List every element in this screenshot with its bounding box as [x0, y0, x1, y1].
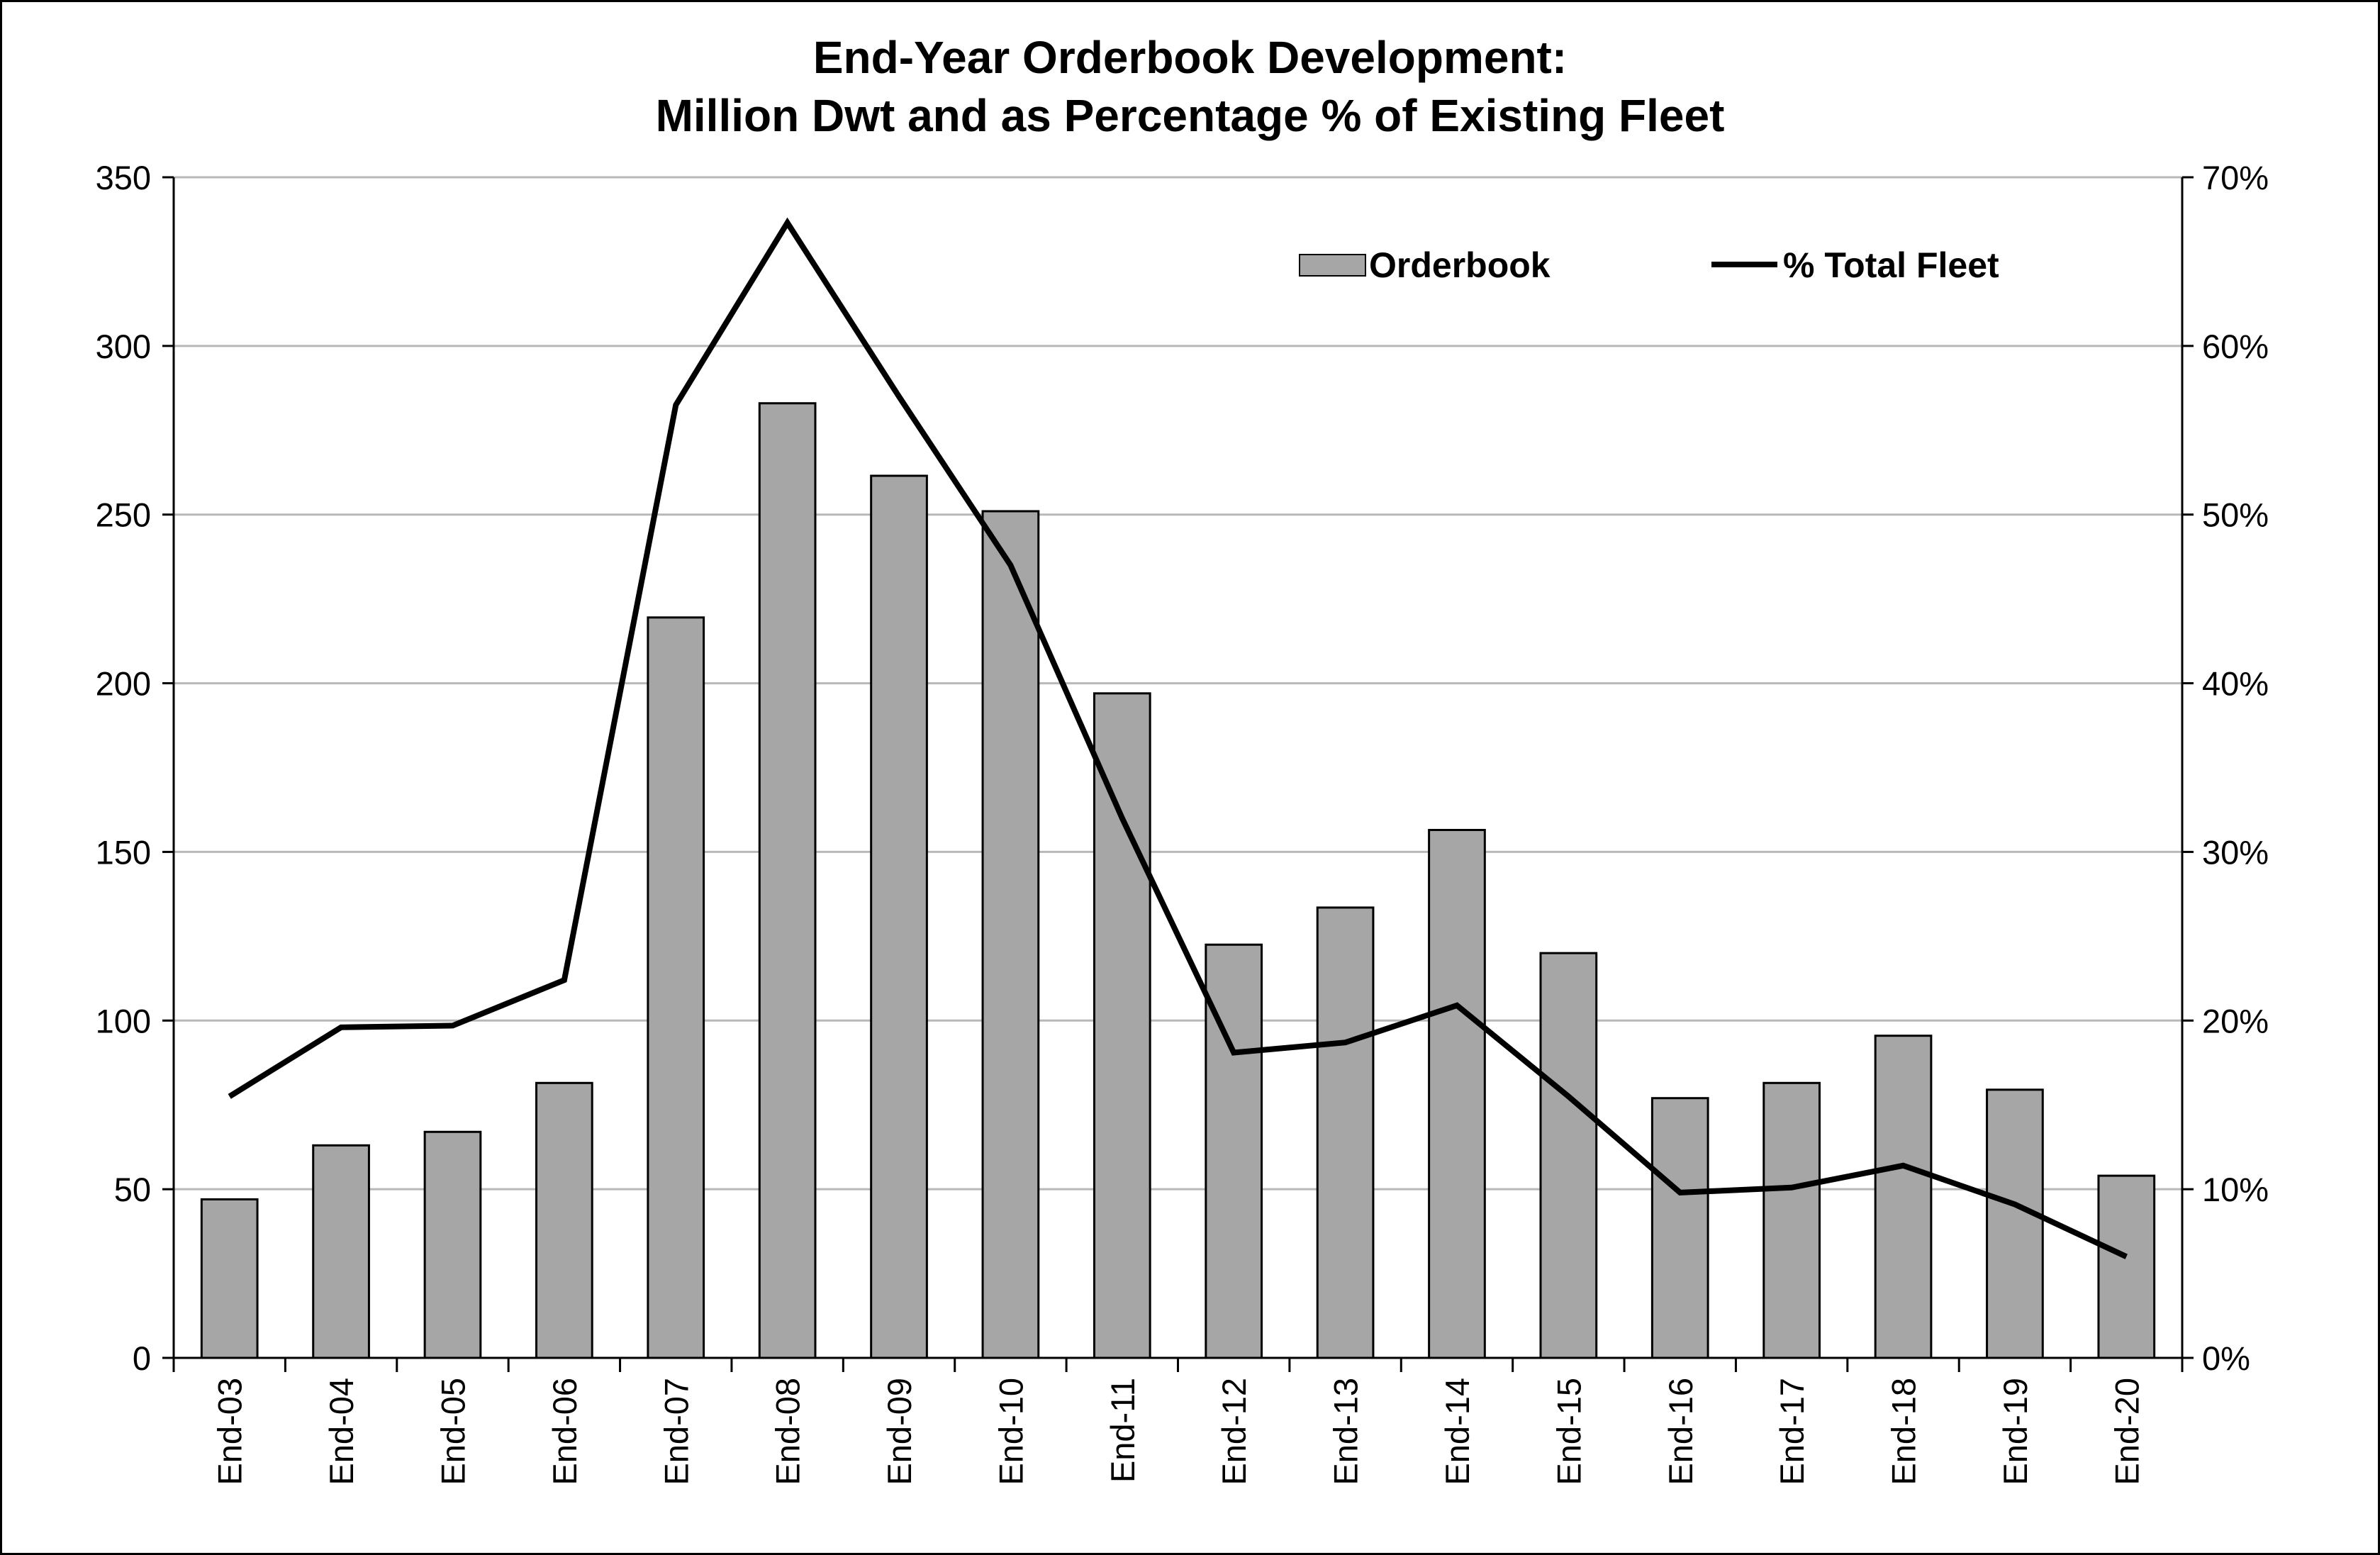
- x-tick-label: End-11: [1104, 1378, 1141, 1483]
- x-tick-label: End-04: [323, 1378, 360, 1486]
- y-left-tick-label: 100: [96, 1002, 151, 1040]
- y-right-tick-label: 0%: [2202, 1339, 2250, 1377]
- y-left-tick-label: 50: [114, 1171, 151, 1208]
- bar-orderbook: [1874, 1035, 1933, 1359]
- x-tick-label: End-19: [1996, 1378, 2034, 1486]
- chart-title-line1: End-Year Orderbook Development:: [812, 32, 1568, 83]
- bar-orderbook: [1762, 1081, 1821, 1359]
- bar-orderbook: [2097, 1174, 2156, 1359]
- line-fleet-percentage: [228, 217, 2128, 1259]
- legend-label-orderbook: Orderbook: [1369, 245, 1551, 285]
- x-tick-label: End-08: [769, 1378, 807, 1486]
- bar-orderbook: [647, 616, 705, 1359]
- y-right-tick-label: 50%: [2202, 496, 2269, 534]
- y-left-tick-label: 300: [96, 328, 151, 365]
- y-right-tick-label: 40%: [2202, 665, 2269, 703]
- bar-orderbook: [200, 1198, 259, 1359]
- x-tick-label: End-05: [435, 1378, 472, 1486]
- y-right-tick-label: 20%: [2202, 1002, 2269, 1040]
- legend: Orderbook % Total Fleet: [1299, 245, 1999, 285]
- x-tick-label: End-18: [1885, 1378, 1923, 1486]
- gridlines: [174, 176, 2182, 1191]
- y-left-tick-label: 150: [96, 833, 151, 871]
- chart-title-line2: Million Dwt and as Percentage % of Exist…: [655, 90, 1725, 141]
- bar-orderbook: [1539, 952, 1598, 1359]
- y-right-tick-label: 30%: [2202, 833, 2269, 871]
- legend-label-fleet: % Total Fleet: [1783, 245, 1999, 285]
- y-left-tick-label: 200: [96, 665, 151, 703]
- x-tick-label: End-03: [211, 1378, 249, 1486]
- x-tick-label: End-20: [2108, 1378, 2145, 1486]
- bar-orderbook: [1093, 692, 1151, 1359]
- bar-orderbook: [1650, 1097, 1709, 1359]
- bar-orderbook: [981, 510, 1040, 1359]
- x-tick-label: End-16: [1662, 1378, 1699, 1486]
- bar-orderbook: [1428, 829, 1486, 1359]
- y-left-tick-label: 350: [96, 159, 151, 196]
- bar-orderbook: [758, 402, 817, 1359]
- y-right-tick-label: 60%: [2202, 328, 2269, 365]
- bar-orderbook: [535, 1081, 593, 1359]
- y-right-tick-label: 70%: [2202, 159, 2269, 196]
- x-tick-label: End-12: [1215, 1378, 1253, 1486]
- legend-swatch-orderbook: [1299, 254, 1366, 277]
- x-tick-label: End-13: [1327, 1378, 1365, 1486]
- axes: 0 0% 50 10% 100 20% 150 30% 200 40% 250 50% 300 60% 35…: [96, 159, 2269, 1486]
- y-left-tick-label: 250: [96, 496, 151, 534]
- x-tick-label: End-14: [1438, 1378, 1476, 1486]
- bar-orderbook: [870, 474, 928, 1359]
- y-left-tick-label: 0: [133, 1339, 151, 1377]
- x-tick-label: End-15: [1550, 1378, 1587, 1486]
- fleet-percentage-line: [228, 217, 2128, 1259]
- orderbook-bars: [200, 402, 2156, 1359]
- bar-orderbook: [312, 1144, 370, 1359]
- x-tick-label: End-07: [657, 1378, 695, 1486]
- bar-orderbook: [1316, 906, 1375, 1359]
- bar-orderbook: [1986, 1088, 2044, 1359]
- x-tick-label: End-09: [881, 1378, 918, 1486]
- x-tick-label: End-17: [1773, 1378, 1811, 1486]
- x-tick-label: End-06: [546, 1378, 583, 1486]
- bar-orderbook: [423, 1130, 482, 1359]
- x-tick-label: End-10: [992, 1378, 1029, 1486]
- chart-title: End-Year Orderbook Development: Million …: [0, 28, 2380, 145]
- y-right-tick-label: 10%: [2202, 1171, 2269, 1208]
